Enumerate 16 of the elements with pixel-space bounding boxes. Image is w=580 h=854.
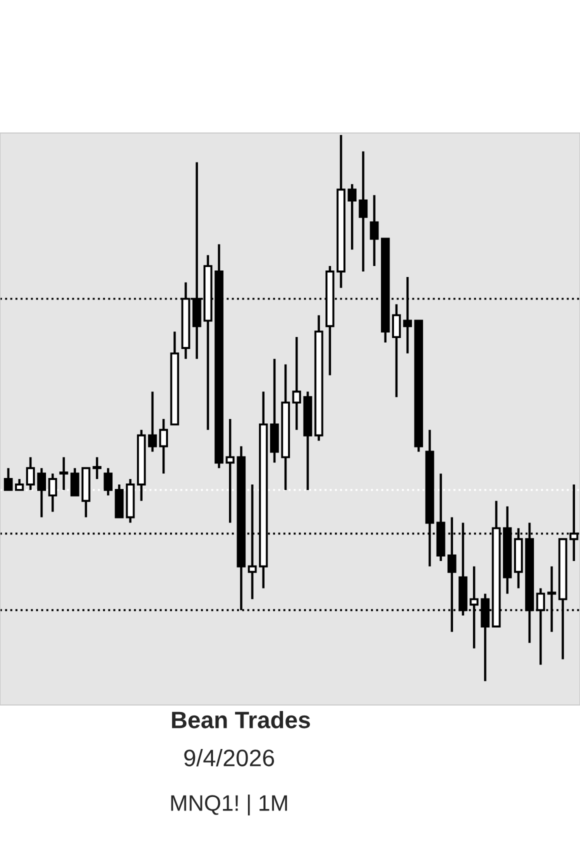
- candlestick: [292, 336, 302, 431]
- candlestick: [148, 390, 157, 453]
- candlestick: [70, 467, 80, 497]
- text: Bean Trades: [172, 710, 310, 728]
- candlestick: [4, 467, 13, 492]
- candlestick: [14, 478, 24, 492]
- text: MNQ1! | 1M: [171, 794, 287, 816]
- candlestick: [392, 303, 401, 398]
- candlestick: [104, 467, 113, 497]
- candlestick: [159, 418, 168, 475]
- candlestick: [348, 183, 357, 251]
- text: 9/4/2026: [184, 748, 274, 766]
- candlestick: [370, 194, 379, 268]
- candlestick: [37, 467, 46, 518]
- candlestick: [92, 456, 102, 480]
- candlestick: [358, 150, 368, 273]
